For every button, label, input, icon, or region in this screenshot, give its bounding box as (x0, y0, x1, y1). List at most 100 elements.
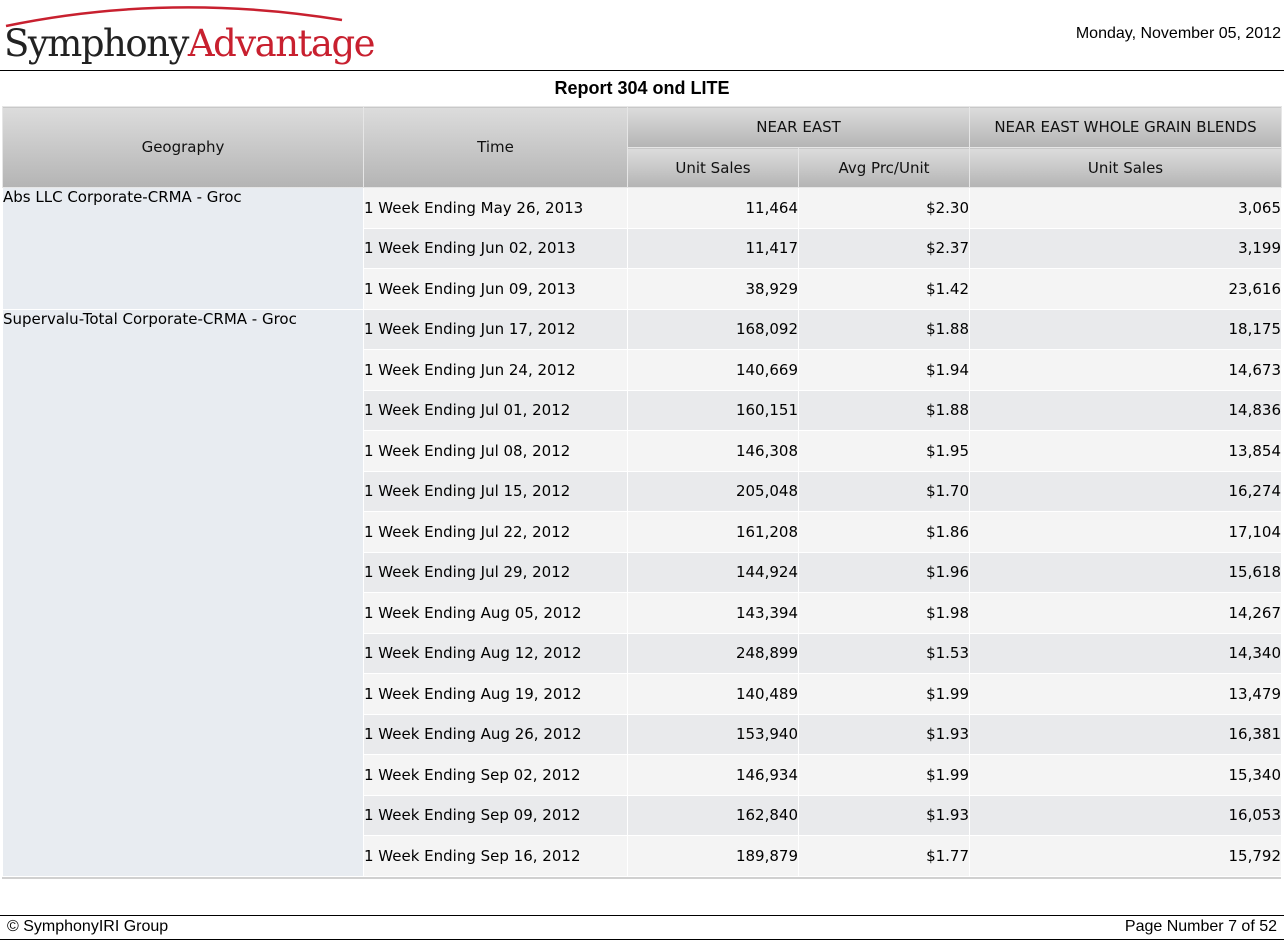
logo-swoosh-icon (5, 6, 343, 28)
group-header-near-east: NEAR EAST (626, 106, 971, 148)
blends-unit-sales-cell: 14,267 (969, 592, 1283, 634)
avg-price-cell: $1.77 (797, 835, 971, 877)
unit-sales-cell: 146,934 (627, 754, 799, 796)
time-cell: 1 Week Ending Jul 08, 2012 (363, 430, 628, 472)
blends-unit-sales-cell: 18,175 (969, 308, 1283, 350)
table-row: 1 Week Ending Jul 08, 2012 146,308 $1.95 13… (3, 430, 1283, 472)
unit-sales-cell: 189,879 (627, 835, 799, 877)
avg-price-cell: $1.70 (797, 470, 971, 512)
table-row: 1 Week Ending Sep 02, 2012 146,934 $1.99 15… (3, 754, 1283, 796)
avg-price-cell: $1.86 (797, 511, 971, 553)
blends-unit-sales-cell: 14,340 (969, 632, 1283, 674)
time-cell: 1 Week Ending Jul 22, 2012 (363, 511, 628, 553)
unit-sales-cell: 205,048 (627, 470, 799, 512)
time-cell: 1 Week Ending Jul 15, 2012 (363, 470, 628, 512)
geography-cell: Abs LLC Corporate-CRMA - Groc (2, 187, 364, 310)
blends-unit-sales-cell: 14,836 (969, 389, 1283, 431)
column-header-unit-sales: Unit Sales (627, 147, 799, 188)
blends-unit-sales-cell: 16,053 (969, 794, 1283, 836)
time-cell: 1 Week Ending Sep 02, 2012 (363, 754, 628, 796)
blends-unit-sales-cell: 13,479 (969, 673, 1283, 715)
table-row: Abs LLC Corporate-CRMA - Groc 1 Week Endi… (2, 187, 1283, 310)
table-row: 1 Week Ending Jun 09, 2013 38,929 $1.42 23,… (3, 268, 1283, 310)
table-bottom-border (2, 877, 1281, 879)
table-row: 1 Week Ending Sep 16, 2012 189,879 $1.77 15… (3, 835, 1283, 877)
report-header: SymphonyAdvantage Monday, November 05, 2… (0, 0, 1284, 71)
avg-price-cell: $1.98 (797, 592, 971, 634)
column-header-time: Time (363, 106, 628, 188)
table-row: 1 Week Ending Aug 26, 2012 153,940 $1.93 16… (3, 713, 1283, 755)
blends-unit-sales-cell: 16,274 (969, 470, 1283, 512)
blends-unit-sales-cell: 13,854 (969, 430, 1283, 472)
blends-unit-sales-cell: 15,792 (969, 835, 1283, 877)
time-cell: 1 Week Ending Aug 05, 2012 (363, 592, 628, 634)
report-table: Geography Time NEAR EAST NEAR EAST WHOLE… (2, 106, 1283, 877)
column-header-blends-unit-sales: Unit Sales (969, 147, 1283, 188)
time-cell: 1 Week Ending Aug 12, 2012 (363, 632, 628, 674)
blends-unit-sales-cell: 3,199 (969, 227, 1283, 269)
blends-unit-sales-cell: 16,381 (969, 713, 1283, 755)
unit-sales-cell: 162,840 (627, 794, 799, 836)
time-cell: 1 Week Ending Jul 29, 2012 (363, 551, 628, 593)
symphony-advantage-logo: SymphonyAdvantage (4, 22, 376, 65)
time-cell: 1 Week Ending Jun 02, 2013 (363, 227, 628, 269)
geography-cell: Supervalu-Total Corporate-CRMA - Groc (2, 308, 364, 877)
group-header-near-east-whole-grain-blends: NEAR EAST WHOLE GRAIN BLENDS (969, 106, 1283, 148)
time-cell: 1 Week Ending May 26, 2013 (363, 187, 628, 229)
avg-price-cell: $1.88 (797, 308, 971, 350)
unit-sales-cell: 144,924 (627, 551, 799, 593)
blends-unit-sales-cell: 23,616 (969, 268, 1283, 310)
avg-price-cell: $2.30 (797, 187, 971, 229)
table-row: 1 Week Ending Aug 12, 2012 248,899 $1.53 14… (3, 632, 1283, 674)
unit-sales-cell: 160,151 (627, 389, 799, 431)
avg-price-cell: $1.95 (797, 430, 971, 472)
unit-sales-cell: 11,464 (627, 187, 799, 229)
unit-sales-cell: 140,489 (627, 673, 799, 715)
time-cell: 1 Week Ending Jun 09, 2013 (363, 268, 628, 310)
column-header-geography: Geography (2, 106, 364, 188)
table-row: 1 Week Ending Sep 09, 2012 162,840 $1.93 16… (3, 794, 1283, 836)
table-row: 1 Week Ending Jul 15, 2012 205,048 $1.70 16… (3, 470, 1283, 512)
logo-text-advantage: Advantage (187, 22, 376, 65)
unit-sales-cell: 38,929 (627, 268, 799, 310)
time-cell: 1 Week Ending Sep 09, 2012 (363, 794, 628, 836)
table-row: 1 Week Ending Aug 05, 2012 143,394 $1.98 14… (3, 592, 1283, 634)
time-cell: 1 Week Ending Jun 17, 2012 (363, 308, 628, 350)
blends-unit-sales-cell: 15,340 (969, 754, 1283, 796)
avg-price-cell: $1.88 (797, 389, 971, 431)
table-row: 1 Week Ending Jul 29, 2012 144,924 $1.96 15… (3, 551, 1283, 593)
time-cell: 1 Week Ending Sep 16, 2012 (363, 835, 628, 877)
avg-price-cell: $2.37 (797, 227, 971, 269)
report-date: Monday, November 05, 2012 (1075, 25, 1281, 42)
avg-price-cell: $1.93 (797, 794, 971, 836)
unit-sales-cell: 153,940 (627, 713, 799, 755)
logo-text-symphony: Symphony (4, 22, 189, 65)
page-number: Page Number 7 of 52 (1124, 918, 1277, 935)
blends-unit-sales-cell: 15,618 (969, 551, 1283, 593)
unit-sales-cell: 143,394 (627, 592, 799, 634)
unit-sales-cell: 146,308 (627, 430, 799, 472)
avg-price-cell: $1.93 (797, 713, 971, 755)
avg-price-cell: $1.42 (797, 268, 971, 310)
blends-unit-sales-cell: 17,104 (969, 511, 1283, 553)
time-cell: 1 Week Ending Aug 19, 2012 (363, 673, 628, 715)
time-cell: 1 Week Ending Aug 26, 2012 (363, 713, 628, 755)
report-footer: © SymphonyIRI Group Page Number 7 of 52 (0, 915, 1284, 940)
report-title: Report 304 ond LITE (554, 78, 730, 98)
blends-unit-sales-cell: 3,065 (969, 187, 1283, 229)
avg-price-cell: $1.96 (797, 551, 971, 593)
avg-price-cell: $1.99 (797, 673, 971, 715)
table-row: 1 Week Ending Jul 01, 2012 160,151 $1.88 14… (3, 389, 1283, 431)
avg-price-cell: $1.53 (797, 632, 971, 674)
time-cell: 1 Week Ending Jul 01, 2012 (363, 389, 628, 431)
time-cell: 1 Week Ending Jun 24, 2012 (363, 349, 628, 391)
unit-sales-cell: 248,899 (627, 632, 799, 674)
unit-sales-cell: 140,669 (627, 349, 799, 391)
avg-price-cell: $1.94 (797, 349, 971, 391)
blends-unit-sales-cell: 14,673 (969, 349, 1283, 391)
unit-sales-cell: 11,417 (627, 227, 799, 269)
table-row: Supervalu-Total Corporate-CRMA - Groc 1 W… (2, 308, 1283, 877)
unit-sales-cell: 161,208 (627, 511, 799, 553)
column-header-avg-price-per-unit: Avg Prc/Unit (797, 147, 971, 188)
avg-price-cell: $1.99 (797, 754, 971, 796)
